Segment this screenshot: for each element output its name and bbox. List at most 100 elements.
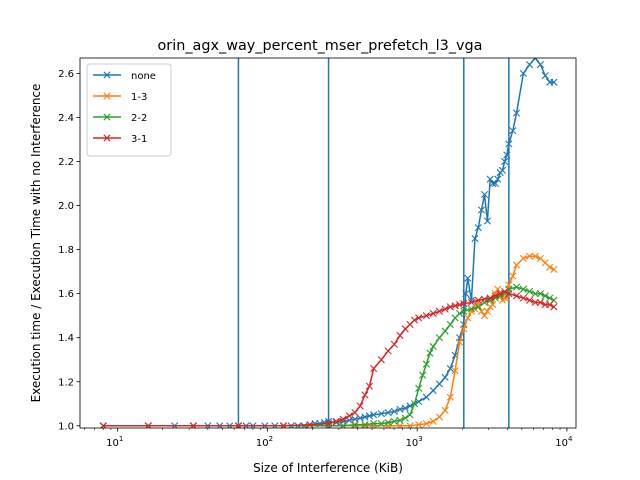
data-point: [531, 298, 539, 307]
series-line: [103, 286, 555, 427]
data-point: [441, 406, 449, 414]
y-axis-label: Execution time / Execution Time with no …: [29, 84, 43, 403]
data-point: [536, 61, 545, 69]
data-point: [496, 290, 504, 298]
data-point: [446, 393, 454, 401]
data-point: [512, 292, 521, 300]
data-point: [505, 290, 513, 298]
data-point: [494, 285, 502, 293]
data-point: [501, 287, 509, 296]
data-point: [351, 408, 359, 417]
data-point: [426, 349, 434, 357]
data-point: [474, 296, 482, 304]
data-point: [384, 408, 392, 417]
data-point: [370, 411, 378, 419]
data-point: [406, 411, 414, 419]
data-point: [503, 151, 511, 159]
data-point: [384, 418, 392, 427]
data-point: [435, 380, 444, 388]
data-point: [512, 283, 521, 291]
data-point: [486, 175, 494, 183]
data-point: [509, 272, 517, 280]
data-point: [377, 420, 385, 428]
data-point: [345, 412, 353, 420]
data-point: [356, 402, 364, 410]
data-point: [422, 420, 430, 428]
data-point: [370, 420, 378, 428]
data-point: [546, 263, 554, 271]
data-point: [477, 206, 486, 214]
data-point: [480, 312, 489, 320]
x-tick-exponent: 1: [119, 435, 123, 443]
y-tick-label: 2.2: [58, 157, 74, 168]
legend: none 1-3 2-2 3-1: [86, 63, 172, 157]
data-point: [483, 217, 491, 225]
data-point: [503, 294, 511, 302]
data-point: [464, 314, 472, 322]
data-point: [464, 274, 472, 282]
data-point: [419, 371, 427, 379]
data-point: [332, 417, 340, 425]
data-point: [429, 342, 437, 351]
data-point: [525, 252, 534, 260]
legend-marker: [103, 134, 111, 142]
chart-title: orin_agx_way_percent_mser_prefetch_l3_vg…: [158, 38, 483, 54]
data-point: [429, 386, 437, 395]
data-point: [435, 334, 444, 342]
data-point: [477, 307, 486, 315]
data-point: [489, 301, 497, 309]
data-point: [441, 327, 449, 335]
legend-marker: [103, 92, 111, 100]
data-point: [429, 417, 437, 425]
data-point: [525, 296, 534, 304]
y-tick-label: 1.6: [58, 289, 74, 300]
data-point: [541, 292, 549, 300]
y-tick-label: 1.2: [58, 377, 74, 388]
data-point: [370, 364, 378, 373]
series-3-1: [99, 287, 558, 428]
data-point: [446, 364, 454, 373]
data-point: [550, 78, 558, 86]
y-tick-label: 2.6: [58, 69, 74, 80]
data-point: [480, 295, 489, 303]
data-point: [474, 303, 482, 311]
data-point: [324, 420, 333, 428]
data-point: [480, 190, 489, 199]
data-point: [509, 127, 517, 135]
data-point: [361, 413, 369, 421]
legend-label: 1-3: [131, 92, 147, 103]
x-axis-label: Size of Interference (KiB): [253, 461, 403, 475]
data-point: [501, 157, 509, 166]
data-point: [456, 309, 464, 318]
data-point: [480, 298, 489, 307]
data-point: [467, 305, 476, 313]
data-point: [491, 179, 499, 188]
y-tick-label: 2.4: [58, 113, 74, 124]
data-point: [390, 407, 398, 416]
legend-item-3-1: 3-1: [93, 134, 147, 145]
data-point: [365, 382, 374, 390]
data-point: [422, 393, 430, 401]
data-point: [546, 301, 554, 309]
legend-box: [86, 63, 172, 157]
data-point: [519, 294, 527, 302]
legend-item-none: none: [93, 71, 156, 82]
legend-label: none: [131, 71, 156, 82]
data-point: [422, 360, 430, 368]
data-point: [541, 72, 549, 80]
data-point: [456, 301, 464, 309]
x-tick-exponent: 3: [418, 435, 422, 443]
data-point: [422, 312, 430, 320]
data-point: [396, 416, 404, 424]
y-tick-label: 1.8: [58, 245, 74, 256]
data-point: [519, 254, 527, 263]
data-point: [531, 58, 539, 62]
y-tick-label: 1.0: [58, 421, 74, 432]
data-point: [441, 373, 449, 381]
data-point: [451, 367, 459, 375]
legend-item-1-3: 1-3: [93, 92, 147, 103]
data-point: [546, 294, 554, 302]
data-point: [396, 331, 404, 340]
data-point: [415, 397, 423, 406]
data-point: [435, 307, 444, 315]
